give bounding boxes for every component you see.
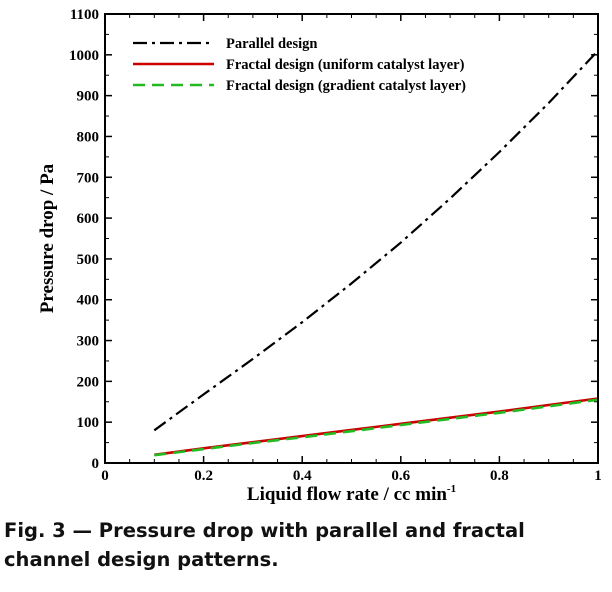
y-axis-title: Pressure drop / Pa bbox=[37, 163, 58, 313]
legend-label-1: Parallel design bbox=[226, 36, 317, 52]
y-tick-label: 100 bbox=[77, 415, 100, 431]
x-tick-label: 0.4 bbox=[293, 468, 312, 484]
x-tick-label: 0 bbox=[101, 468, 109, 484]
y-tick-label: 0 bbox=[92, 456, 100, 472]
x-axis-title: Liquid flow rate / cc min-1 bbox=[247, 483, 456, 505]
y-tick-label: 700 bbox=[77, 170, 100, 186]
y-tick-label: 1000 bbox=[69, 48, 99, 64]
legend-label-3: Fractal design (gradient catalyst layer) bbox=[226, 78, 466, 94]
y-axis-ticks: 0 100 200 300 400 500 600 700 800 900 1000 1100 bbox=[69, 7, 598, 472]
x-axis-title-text: Liquid flow rate / cc min bbox=[247, 484, 447, 505]
x-tick-label: 0.8 bbox=[490, 468, 509, 484]
x-tick-label: 1 bbox=[594, 468, 602, 484]
pressure-drop-chart: 0 100 200 300 400 500 600 700 800 900 1000 1100 0 0.… bbox=[37, 7, 602, 505]
y-tick-label: 600 bbox=[77, 211, 100, 227]
y-tick-label: 1100 bbox=[70, 7, 99, 23]
x-tick-label: 0.2 bbox=[194, 468, 213, 484]
y-tick-label: 500 bbox=[77, 252, 100, 268]
y-tick-label: 200 bbox=[77, 374, 100, 390]
y-tick-label: 300 bbox=[77, 334, 100, 350]
x-tick-label: 0.6 bbox=[391, 468, 410, 484]
y-tick-label: 800 bbox=[77, 129, 100, 145]
x-axis-title-superscript: -1 bbox=[447, 483, 456, 495]
legend-label-2: Fractal design (uniform catalyst layer) bbox=[226, 57, 465, 73]
series-line-1 bbox=[153, 49, 599, 432]
legend: Parallel design Fractal design (uniform c… bbox=[133, 36, 466, 94]
figure-caption: Fig. 3 — Pressure drop with parallel and… bbox=[4, 519, 525, 571]
y-tick-label: 400 bbox=[77, 293, 100, 309]
y-tick-label: 900 bbox=[77, 89, 100, 105]
series-layer bbox=[153, 49, 599, 457]
plot-frame bbox=[104, 13, 599, 464]
series-line-3 bbox=[154, 398, 599, 457]
